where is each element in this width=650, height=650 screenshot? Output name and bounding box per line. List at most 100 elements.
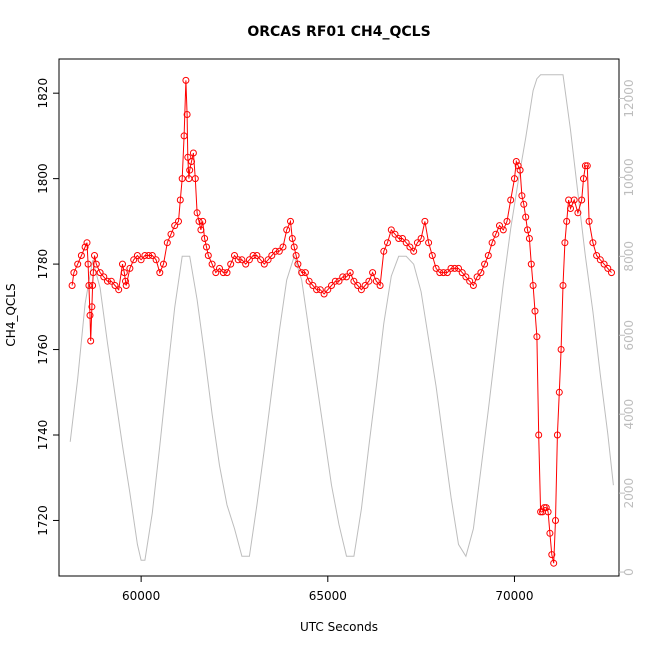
ch4-point xyxy=(561,239,569,247)
ch4-point xyxy=(231,252,238,259)
ch4-point xyxy=(410,247,418,255)
ch4-point xyxy=(238,256,246,264)
ch4-point xyxy=(120,269,128,277)
ch4-point xyxy=(369,269,377,277)
ch4-point xyxy=(570,196,578,204)
ch4-point xyxy=(372,277,380,285)
ch4-point xyxy=(604,264,612,272)
ch4-point xyxy=(357,286,365,294)
ch4-point xyxy=(380,247,388,255)
ch4-point xyxy=(126,264,134,272)
ch4-point xyxy=(111,282,119,289)
ch4-point xyxy=(514,162,522,170)
ch4-point xyxy=(309,282,317,289)
y2-tick-label: 10000 xyxy=(622,158,636,196)
ch4-point xyxy=(249,252,257,259)
ch4-point xyxy=(91,252,98,259)
ch4-point xyxy=(320,290,328,298)
ch4-point xyxy=(399,235,406,242)
ch4-point xyxy=(555,388,563,396)
ch4-point xyxy=(469,282,477,289)
ch4-point xyxy=(440,269,447,277)
ch4-point xyxy=(167,230,175,238)
x-tick-label: 65000 xyxy=(309,589,347,603)
ch4-point xyxy=(328,282,335,289)
ch4-point xyxy=(203,243,210,251)
ch4-point xyxy=(520,200,528,208)
ch4-point xyxy=(152,256,160,264)
ch4-point xyxy=(544,508,552,516)
ch4-point xyxy=(107,277,115,285)
ch4-point xyxy=(115,286,123,294)
ch4-point xyxy=(447,264,455,272)
ch4-point xyxy=(257,256,265,264)
ch4-point xyxy=(133,252,141,259)
ch4-point xyxy=(436,269,444,277)
ch4-point xyxy=(212,269,220,277)
y2-tick-label: 4000 xyxy=(622,399,636,430)
ch4-point xyxy=(290,243,298,251)
ch4-point xyxy=(499,226,507,234)
ch4-point xyxy=(216,264,223,272)
ch4-point xyxy=(279,243,287,251)
ch4-point xyxy=(391,230,399,238)
y-tick-label: 1820 xyxy=(36,78,50,109)
y2-tick-label: 0 xyxy=(622,568,636,576)
ch4-point xyxy=(184,153,192,161)
ch4-point xyxy=(199,217,207,225)
ch4-point xyxy=(524,226,531,234)
ch4-point xyxy=(156,269,164,277)
ch4-point xyxy=(339,273,347,281)
ch4-point xyxy=(518,192,526,200)
ch4-point xyxy=(68,282,76,289)
ch4-point xyxy=(540,504,548,512)
ch4-point xyxy=(86,311,94,319)
ch4-point xyxy=(458,269,466,277)
ch4-point xyxy=(130,256,138,264)
ch4-point xyxy=(537,508,545,516)
ch4-point xyxy=(492,230,500,238)
ch4-point xyxy=(88,303,96,311)
ch4-point xyxy=(298,269,306,277)
ch4-point xyxy=(535,431,543,439)
y2-tick-label: 8000 xyxy=(622,241,636,272)
ch4-point xyxy=(260,260,268,268)
ch4-point xyxy=(361,282,369,289)
ch4-point xyxy=(283,226,291,234)
ch4-point xyxy=(219,269,227,277)
ch4-point xyxy=(137,256,145,264)
ch4-point xyxy=(581,162,589,170)
ch4-point xyxy=(70,269,78,277)
ch4-point xyxy=(455,264,462,272)
ch4-point xyxy=(83,239,91,247)
plot-frame xyxy=(58,58,620,577)
ch4-point xyxy=(176,196,184,204)
ch4-point xyxy=(175,217,182,225)
ch4-point xyxy=(507,196,515,204)
ch4-point xyxy=(585,217,593,225)
ch4-point xyxy=(608,269,615,277)
ch4-point xyxy=(529,282,537,289)
ch4-point xyxy=(496,222,503,230)
ch4-point xyxy=(596,256,604,264)
ch4-point xyxy=(182,76,190,84)
ch4-point xyxy=(100,273,108,281)
ch4-point xyxy=(171,222,179,230)
ch4-point xyxy=(316,286,324,294)
ch4-point xyxy=(180,132,188,140)
ch4-point xyxy=(542,504,550,512)
ch4-point xyxy=(527,260,535,268)
ch4-point xyxy=(387,226,395,234)
ch4-point xyxy=(122,282,130,289)
ch4-point xyxy=(432,264,440,272)
ch4-point xyxy=(395,235,403,242)
ch4-point xyxy=(119,260,126,268)
ch4-point xyxy=(264,256,272,264)
ch4-point xyxy=(141,252,149,259)
ch4-point xyxy=(574,209,582,217)
ch4-point xyxy=(122,277,129,285)
y-tick-label: 1740 xyxy=(36,420,50,451)
ch4-point xyxy=(425,239,433,247)
ch4-point xyxy=(343,273,350,281)
y-tick-label: 1800 xyxy=(36,163,50,194)
